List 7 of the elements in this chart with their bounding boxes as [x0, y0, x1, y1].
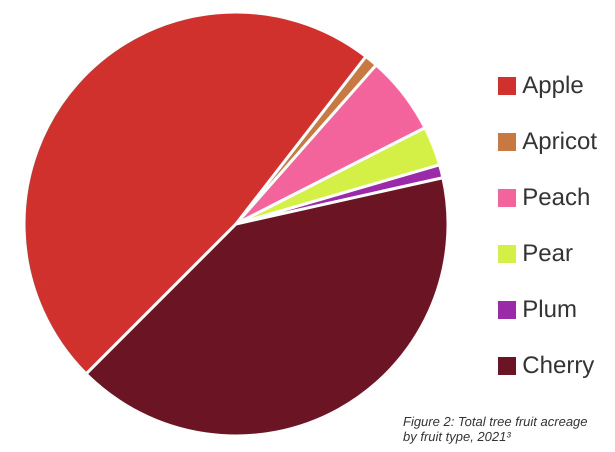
legend-label: Cherry [522, 352, 594, 380]
legend-label: Pear [522, 240, 573, 268]
legend-label: Plum [522, 296, 577, 324]
legend-label: Apricot [522, 128, 597, 156]
legend-label: Apple [522, 72, 584, 100]
caption: Figure 2: Total tree fruit acreage by fruit type, 2021³ [403, 414, 589, 444]
legend-label: Peach [522, 184, 590, 212]
